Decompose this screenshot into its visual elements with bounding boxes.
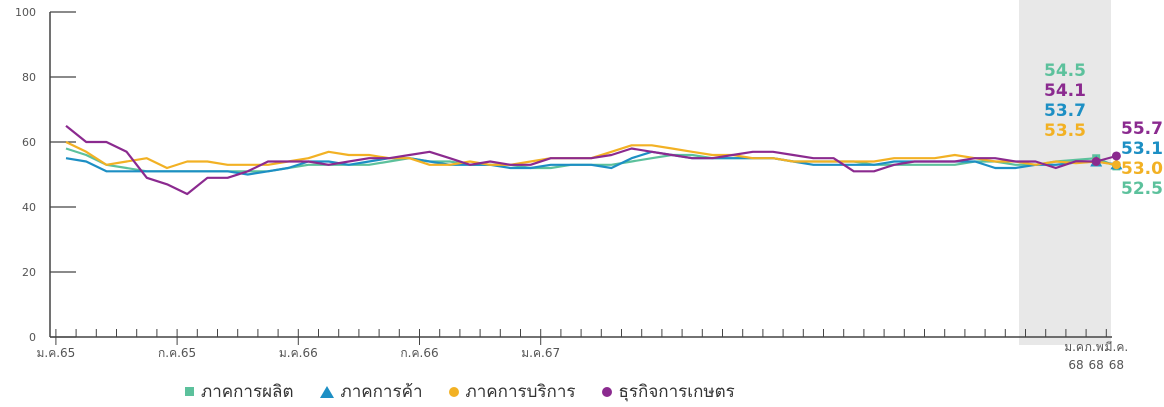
end-labels: 54.554.153.753.5 55.753.153.052.5	[1044, 61, 1163, 199]
x-tick-label-recent: ม.ค.	[1064, 340, 1088, 354]
x-tick-label-recent: 68	[1068, 358, 1083, 372]
end-label-mar: 55.7	[1121, 119, 1163, 139]
end-label-mar: 52.5	[1121, 179, 1163, 199]
x-tick-label-recent: 68	[1089, 358, 1104, 372]
triangle-icon	[319, 385, 334, 398]
end-label-mar: 53.1	[1121, 139, 1163, 159]
x-tick-label: ม.ค.67	[521, 346, 560, 360]
end-label-jan: 54.1	[1044, 81, 1086, 101]
legend-item-services: ภาคการบริการ	[448, 378, 576, 405]
x-tick-label: ก.ค.66	[400, 346, 438, 360]
circle-icon	[448, 386, 459, 397]
end-label-jan: 53.7	[1044, 101, 1086, 121]
data-point-circle	[1111, 160, 1121, 170]
legend-label: ภาคการบริการ	[465, 382, 576, 402]
series-lines	[65, 124, 1123, 196]
x-tick-label-recent: ก.พ.	[1085, 340, 1108, 354]
y-tick-label: 0	[29, 331, 36, 344]
y-tick-label: 80	[22, 71, 36, 84]
data-point-circle	[1091, 157, 1101, 166]
y-tick-label: 40	[22, 201, 36, 214]
end-label-mar: 53.0	[1121, 159, 1163, 179]
legend-label: ภาคการผลิต	[201, 382, 294, 402]
y-ticks: 0 20 40 60 80 100	[15, 6, 76, 344]
legend-label: ภาคการค้า	[340, 382, 423, 402]
y-tick-label: 100	[15, 6, 36, 19]
legend-label: ธุรกิจการเกษตร	[618, 382, 735, 402]
end-label-jan: 54.5	[1044, 61, 1086, 81]
x-ticks: ม.ค.65 ก.ค.65 ม.ค.66 ก.ค.66 ม.ค.67 ม.ค.68ก.พ.…	[36, 329, 1128, 372]
y-tick-label: 20	[22, 266, 36, 279]
x-tick-label: ก.ค.65	[158, 346, 196, 360]
end-label-jan: 53.5	[1044, 121, 1086, 141]
y-tick-label: 60	[22, 136, 36, 149]
square-icon	[185, 387, 194, 396]
x-tick-label-recent: มี.ค.	[1105, 340, 1129, 354]
legend-item-trade: ภาคการค้า	[319, 378, 423, 405]
recent-period-shading	[1019, 0, 1111, 345]
circle-icon	[601, 386, 612, 397]
axes	[49, 12, 1112, 338]
series-line-3	[65, 124, 1117, 196]
legend-item-agriculture: ธุรกิจการเกษตร	[601, 378, 735, 405]
x-tick-label: ม.ค.65	[36, 346, 75, 360]
legend-item-manufacturing: ภาคการผลิต	[185, 378, 294, 405]
data-point-circle	[1111, 151, 1121, 161]
x-tick-label: ม.ค.66	[279, 346, 318, 360]
legend: ภาคการผลิต ภาคการค้า ภาคการบริการ ธุรกิจ…	[185, 378, 735, 405]
x-tick-label-recent: 68	[1109, 358, 1124, 372]
